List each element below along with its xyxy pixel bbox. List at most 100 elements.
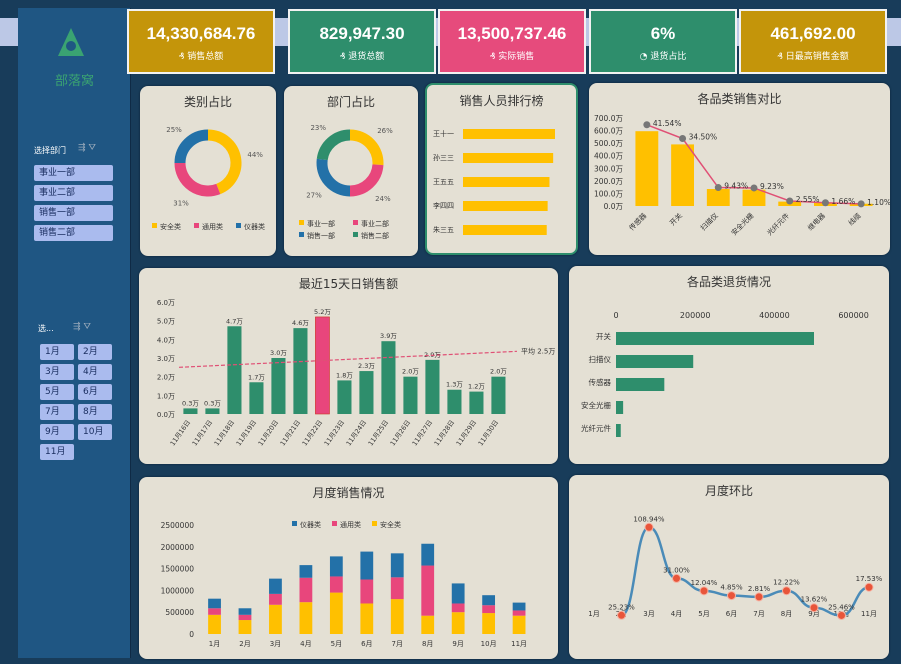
x-tick-label: 9月: [808, 610, 819, 618]
stack-segment: [238, 614, 252, 621]
y-tick-label: 扫描仪: [589, 354, 612, 364]
stack-segment: [329, 576, 343, 593]
data-label: 0.3万: [204, 399, 221, 407]
slice-label: 27%: [306, 192, 322, 200]
filter-icon[interactable]: ⇶ ⛛: [78, 143, 96, 153]
legend-label: 销售二部: [361, 231, 389, 240]
month-filter-button[interactable]: 8月: [78, 404, 112, 420]
dept-filter-button[interactable]: 销售一部: [34, 205, 113, 221]
donut-slice: [174, 129, 209, 164]
dept-filter-button[interactable]: 事业二部: [34, 185, 113, 201]
month-filter-button[interactable]: 11月: [40, 444, 74, 460]
stack-segment: [269, 604, 282, 634]
stack-segment: [390, 577, 404, 600]
legend-swatch: [353, 232, 358, 237]
filter-icon[interactable]: ⇶ ⛛: [73, 322, 91, 332]
kpi-value: 14,330,684.76: [146, 24, 256, 43]
average-line: [178, 350, 518, 368]
stack-segment: [421, 543, 435, 566]
y-tick-label: 开关: [596, 331, 611, 341]
stack-segment: [238, 620, 252, 634]
kpi-label-row: ₰ 实际销售: [440, 49, 584, 62]
slice-label: 26%: [377, 127, 393, 135]
share-label: 1.10%: [867, 198, 890, 207]
legend-swatch: [236, 223, 241, 228]
sidebar: 部落窝 选择部门 ⇶ ⛛ 事业一部 事业二部 销售一部 销售二部 选... ⇶ ⛛ 1…: [18, 8, 131, 658]
y-tick-label: 700.0万: [594, 114, 623, 123]
month-filter-button[interactable]: 9月: [40, 424, 74, 440]
x-tick-label: 传感器: [627, 211, 648, 232]
stack-segment: [299, 577, 313, 603]
x-tick-label: 10月: [481, 640, 497, 648]
month-filter-button[interactable]: 3月: [40, 364, 74, 380]
rank-bar: [463, 153, 554, 163]
share-point: [643, 121, 651, 129]
y-tick-label: 2000000: [161, 543, 195, 552]
month-filter-button[interactable]: 5月: [40, 384, 74, 400]
y-tick-label: 安全光栅: [581, 400, 611, 410]
stack-segment: [390, 553, 404, 578]
stack-segment: [451, 583, 465, 604]
x-tick-label: 安全光栅: [729, 211, 755, 237]
kpi-label-row: ₰ 日最高销售金额: [741, 49, 885, 62]
stack-segment: [482, 595, 496, 606]
y-tick-label: 4.0万: [157, 336, 175, 344]
x-tick-label: 200000: [680, 311, 711, 320]
stack-segment: [421, 565, 435, 616]
month-filter-button[interactable]: 6月: [78, 384, 112, 400]
share-label: 9.23%: [760, 182, 784, 191]
dept-filter-button[interactable]: 事业一部: [34, 165, 113, 181]
data-label: 17.53%: [856, 575, 883, 583]
category-bar: [742, 189, 766, 206]
ring-point: [837, 610, 846, 620]
x-tick-label: 继电器: [806, 211, 827, 232]
x-tick-label: 扫描仪: [698, 211, 719, 232]
ring-point: [809, 603, 819, 613]
legend-label: 通用类: [202, 222, 223, 231]
data-label: 25.23%: [608, 603, 635, 611]
kpi-value: 6%: [650, 24, 676, 43]
y-tick-label: 600.0万: [594, 127, 623, 136]
x-tick-label: 11月20日: [257, 419, 281, 448]
stack-segment: [421, 615, 435, 634]
y-tick-label: 2500000: [161, 521, 195, 530]
stack-segment: [360, 603, 374, 634]
daily-bar: [469, 391, 484, 414]
daily-bar: [315, 316, 330, 415]
x-tick-label: 11月24日: [345, 419, 369, 448]
x-tick-label: 11月22日: [301, 419, 325, 448]
x-tick-label: 11月: [861, 610, 877, 618]
data-label: 25.46%: [828, 603, 855, 611]
chart-title: 各品类销售对比: [697, 92, 782, 106]
logo-dot-icon: [66, 41, 76, 51]
month-filter-button[interactable]: 7月: [40, 404, 74, 420]
kpi-label-row: ◔ 退货占比: [591, 49, 735, 62]
kpi-value: 13,500,737.46: [457, 24, 567, 43]
y-tick-label: 100.0万: [594, 189, 623, 198]
x-tick-label: 400000: [759, 311, 790, 320]
return-bar: [616, 424, 621, 437]
dept-filter-button[interactable]: 销售二部: [34, 225, 113, 241]
legend-swatch: [332, 521, 337, 526]
share-point: [857, 200, 865, 208]
x-tick-label: 11月16日: [169, 419, 193, 448]
chart-title: 月度环比: [704, 484, 753, 498]
share-point: [821, 199, 829, 207]
month-filter-button[interactable]: 1月: [40, 344, 74, 360]
data-label: 108.94%: [633, 515, 664, 523]
slice-label: 44%: [247, 151, 263, 159]
month-filter-button[interactable]: 4月: [78, 364, 112, 380]
share-point: [714, 184, 722, 192]
stack-segment: [512, 615, 526, 634]
y-tick-label: 3.0万: [157, 355, 175, 363]
stack-segment: [208, 614, 221, 634]
month-filter-button[interactable]: 2月: [78, 344, 112, 360]
x-tick-label: 8月: [422, 640, 433, 648]
slice-label: 25%: [166, 126, 182, 134]
data-label: 4.6万: [292, 319, 309, 327]
month-filter-button[interactable]: 10月: [78, 424, 112, 440]
kpi-label: 实际销售: [498, 52, 535, 62]
return-bar: [616, 401, 624, 414]
x-tick-label: 11月27日: [411, 419, 435, 448]
donut-slice: [316, 158, 351, 197]
